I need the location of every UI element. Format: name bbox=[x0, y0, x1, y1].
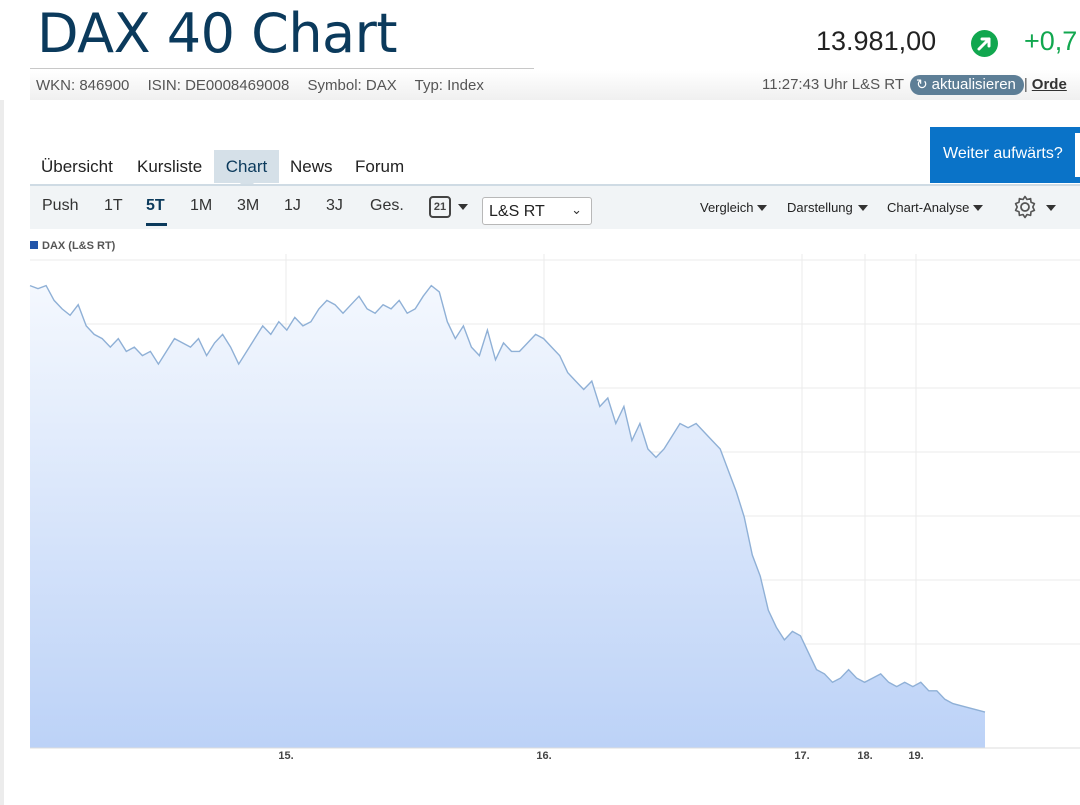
calendar-dropdown-caret[interactable] bbox=[458, 204, 468, 210]
tab-chart-label: Chart bbox=[225, 157, 268, 176]
range-5t[interactable]: 5T bbox=[146, 197, 165, 214]
settings-caret[interactable] bbox=[1046, 205, 1056, 211]
exchange-select[interactable]: L&S RT ⌄ bbox=[482, 197, 592, 225]
promo-edge bbox=[1075, 133, 1080, 177]
refresh-icon: ↻ bbox=[915, 76, 928, 92]
promo-banner[interactable]: Weiter aufwärts? bbox=[930, 127, 1080, 183]
legend-label: DAX (L&S RT) bbox=[42, 240, 116, 252]
calendar-icon[interactable]: 21 bbox=[429, 196, 451, 218]
promo-text: Weiter aufwärts? bbox=[943, 145, 1063, 162]
display-menu[interactable]: Darstellung bbox=[787, 200, 853, 215]
order-link[interactable]: Orde bbox=[1031, 76, 1067, 93]
refresh-button[interactable]: ↻ aktualisieren bbox=[909, 75, 1024, 95]
display-menu-caret[interactable] bbox=[858, 205, 868, 211]
x-tick-label: 19. bbox=[908, 750, 923, 762]
compare-menu[interactable]: Vergleich bbox=[700, 200, 754, 215]
tab-news[interactable]: News bbox=[290, 157, 333, 176]
range-1m[interactable]: 1M bbox=[190, 197, 213, 214]
price-change: +0,7 bbox=[1024, 26, 1078, 56]
chart-legend: DAX (L&S RT) bbox=[30, 240, 115, 252]
legend-swatch bbox=[30, 241, 38, 249]
wkn-label: WKN: 846900 bbox=[36, 77, 130, 94]
series-line bbox=[29, 284, 986, 713]
tab-overview[interactable]: Übersicht bbox=[41, 157, 113, 176]
exchange-select-value: L&S RT bbox=[489, 203, 545, 220]
price-chart[interactable]: 15. 16. 17. 18. 19. bbox=[0, 250, 1080, 770]
separator: | bbox=[1023, 76, 1028, 93]
range-push[interactable]: Push bbox=[42, 197, 79, 214]
current-price: 13.981,00 bbox=[816, 26, 937, 56]
page-edge bbox=[0, 100, 4, 805]
x-tick-label: 15. bbox=[278, 750, 293, 762]
tab-chart[interactable]: Chart bbox=[214, 150, 279, 190]
isin-label: ISIN: DE0008469008 bbox=[147, 77, 290, 94]
range-3m[interactable]: 3M bbox=[237, 197, 260, 214]
chart-analysis-menu[interactable]: Chart-Analyse bbox=[887, 200, 970, 215]
tab-forum[interactable]: Forum bbox=[355, 157, 405, 176]
x-tick-label: 18. bbox=[857, 750, 872, 762]
arrow-up-right-icon bbox=[971, 30, 998, 57]
security-info-bar: WKN: 846900 ISIN: DE0008469008 Symbol: D… bbox=[30, 70, 1080, 100]
range-3j[interactable]: 3J bbox=[326, 197, 343, 214]
chart-toolbar: Push 1T 5T 1M 3M 1J 3J Ges. 21 L&S RT ⌄ … bbox=[30, 184, 1080, 229]
refresh-label: aktualisieren bbox=[931, 76, 1016, 93]
tab-price-list[interactable]: Kursliste bbox=[137, 157, 203, 176]
quote-timestamp: 11:27:43 Uhr L&S RT bbox=[762, 76, 904, 93]
gear-icon[interactable] bbox=[1012, 194, 1038, 220]
title-divider bbox=[30, 68, 534, 69]
range-total[interactable]: Ges. bbox=[370, 197, 404, 214]
series-area bbox=[30, 285, 985, 748]
page-title: DAX 40 Chart bbox=[37, 2, 398, 65]
symbol-label: Symbol: DAX bbox=[307, 77, 397, 94]
chart-analysis-menu-caret[interactable] bbox=[973, 205, 983, 211]
x-tick-label: 17. bbox=[794, 750, 809, 762]
chevron-down-icon: ⌄ bbox=[571, 202, 582, 217]
range-1j[interactable]: 1J bbox=[284, 197, 301, 214]
type-label: Typ: Index bbox=[414, 77, 484, 94]
x-tick-label: 16. bbox=[536, 750, 551, 762]
range-1t[interactable]: 1T bbox=[104, 197, 123, 214]
compare-menu-caret[interactable] bbox=[757, 205, 767, 211]
active-range-indicator bbox=[146, 223, 167, 226]
